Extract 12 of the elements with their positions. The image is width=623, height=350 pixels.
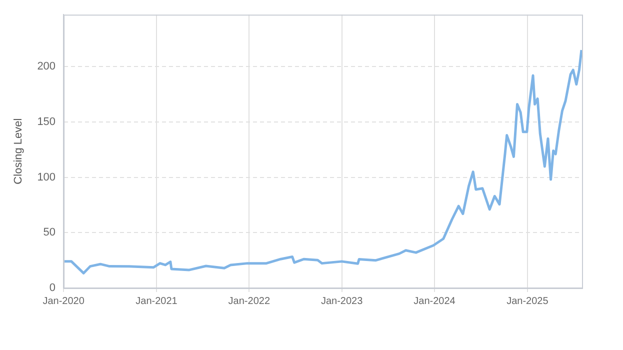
x-tick-label: Jan-2020 (42, 296, 85, 307)
x-tick-label: Jan-2023 (320, 296, 364, 307)
y-axis-title: Closing Level (12, 118, 25, 184)
y-tick-label: 200 (37, 60, 56, 73)
y-tick-label: 0 (49, 282, 56, 294)
y-tick-label: 100 (37, 171, 56, 184)
x-tick-label: Jan-2024 (414, 296, 456, 307)
y-tick-label: 50 (43, 226, 56, 239)
y-tick-label: 150 (37, 116, 56, 128)
x-tick-label: Jan-2025 (506, 296, 549, 307)
x-tick-label: Jan-2021 (136, 296, 178, 307)
x-tick-label: Jan-2022 (228, 296, 270, 307)
